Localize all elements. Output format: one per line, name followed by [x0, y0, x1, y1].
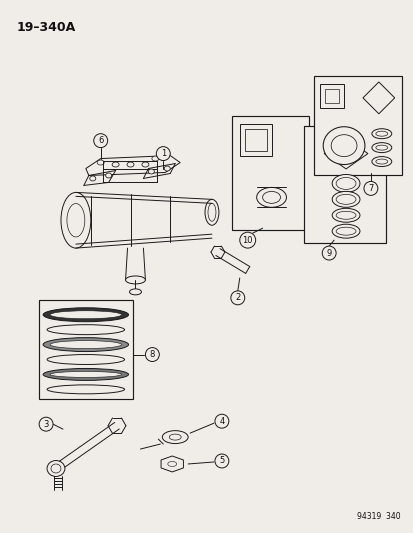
Ellipse shape — [323, 127, 364, 165]
Text: 3: 3 — [43, 419, 49, 429]
Text: 1: 1 — [160, 149, 166, 158]
Text: 8: 8 — [150, 350, 155, 359]
Ellipse shape — [90, 176, 95, 181]
Text: 6: 6 — [98, 136, 103, 145]
Ellipse shape — [152, 156, 159, 161]
Polygon shape — [362, 82, 394, 114]
Ellipse shape — [331, 208, 359, 222]
Ellipse shape — [335, 177, 355, 189]
Ellipse shape — [125, 276, 145, 284]
Bar — [313, 76, 401, 175]
Circle shape — [230, 291, 244, 305]
Ellipse shape — [148, 169, 154, 174]
Ellipse shape — [43, 308, 128, 322]
Ellipse shape — [97, 160, 104, 165]
Ellipse shape — [50, 372, 121, 377]
Text: 5: 5 — [219, 456, 224, 465]
Text: 10: 10 — [242, 236, 252, 245]
Ellipse shape — [371, 157, 391, 166]
Ellipse shape — [127, 162, 134, 167]
Ellipse shape — [142, 162, 149, 167]
Ellipse shape — [50, 311, 121, 319]
Ellipse shape — [335, 211, 355, 219]
Text: 94319  340: 94319 340 — [356, 512, 400, 521]
Ellipse shape — [375, 159, 387, 164]
Ellipse shape — [331, 191, 359, 207]
Ellipse shape — [162, 431, 188, 443]
Ellipse shape — [331, 174, 359, 192]
Ellipse shape — [47, 325, 124, 335]
Ellipse shape — [129, 289, 141, 295]
Ellipse shape — [105, 173, 112, 178]
Ellipse shape — [47, 354, 124, 365]
Bar — [39, 300, 133, 399]
Bar — [244, 129, 266, 151]
Bar — [325, 89, 338, 103]
Circle shape — [93, 134, 107, 148]
Ellipse shape — [331, 224, 359, 238]
Circle shape — [363, 181, 377, 196]
Ellipse shape — [61, 192, 90, 248]
Ellipse shape — [375, 131, 387, 136]
Circle shape — [39, 417, 53, 431]
Ellipse shape — [335, 227, 355, 235]
Ellipse shape — [43, 337, 128, 352]
Polygon shape — [161, 456, 183, 472]
Circle shape — [214, 454, 228, 468]
Ellipse shape — [262, 191, 280, 203]
Text: 7: 7 — [367, 184, 373, 193]
Text: 19–340A: 19–340A — [16, 21, 75, 34]
Ellipse shape — [335, 195, 355, 204]
Bar — [231, 116, 309, 230]
Text: 4: 4 — [219, 417, 224, 426]
Ellipse shape — [164, 166, 170, 171]
Polygon shape — [85, 156, 180, 175]
Ellipse shape — [375, 145, 387, 150]
Ellipse shape — [43, 368, 128, 381]
Ellipse shape — [47, 461, 65, 477]
Ellipse shape — [50, 341, 121, 349]
Bar — [320, 84, 343, 108]
Ellipse shape — [371, 129, 391, 139]
Ellipse shape — [169, 434, 181, 440]
Polygon shape — [323, 138, 367, 169]
Text: 2: 2 — [235, 293, 240, 302]
Ellipse shape — [371, 143, 391, 152]
Circle shape — [214, 414, 228, 428]
Ellipse shape — [167, 462, 176, 466]
Bar — [304, 126, 385, 243]
Ellipse shape — [47, 385, 124, 394]
Ellipse shape — [256, 188, 286, 207]
Ellipse shape — [330, 135, 356, 157]
Text: 9: 9 — [326, 248, 331, 257]
Circle shape — [239, 232, 255, 248]
Ellipse shape — [112, 162, 119, 167]
Bar — [239, 124, 271, 156]
Circle shape — [321, 246, 335, 260]
Circle shape — [156, 147, 170, 160]
Circle shape — [145, 348, 159, 361]
Ellipse shape — [204, 199, 218, 225]
